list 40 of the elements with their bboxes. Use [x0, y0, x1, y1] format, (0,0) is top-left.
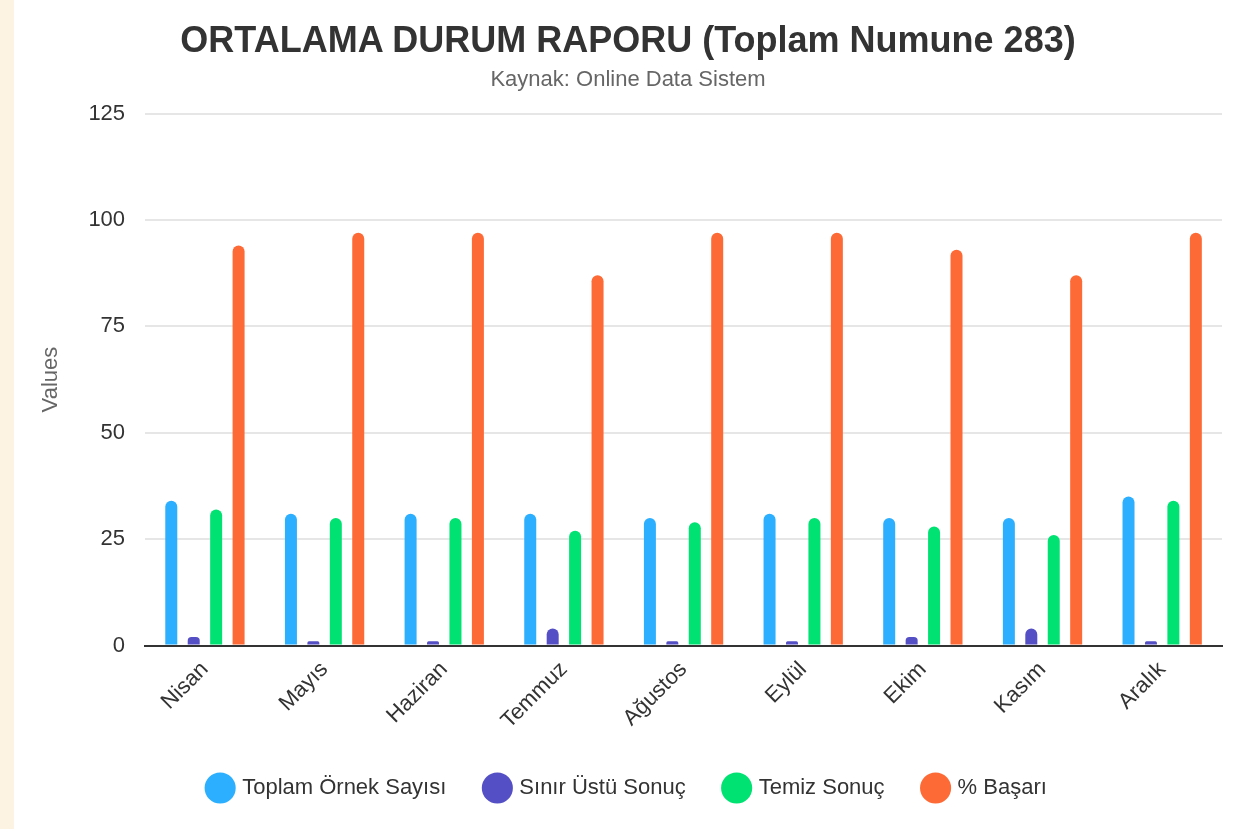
bar: [688, 522, 701, 645]
y-tick-label: 100: [88, 206, 126, 232]
bar: [329, 517, 342, 645]
bar: [830, 232, 843, 645]
bar: [284, 513, 297, 645]
legend-label: Sınır Üstü Sonuç: [519, 774, 686, 800]
bar: [1122, 496, 1135, 645]
legend-label: Toplam Örnek Sayısı: [242, 774, 447, 800]
bar: [352, 232, 365, 645]
bar: [210, 509, 223, 645]
bar: [883, 517, 896, 645]
bar: [1047, 534, 1060, 645]
chart-subtitle: Kaynak: Online Data Sistem: [490, 66, 766, 92]
bar: [1002, 517, 1015, 645]
legend-label: % Başarı: [957, 774, 1047, 800]
y-tick-label: 125: [88, 99, 126, 125]
bar: [1189, 232, 1202, 645]
y-tick-label: 75: [100, 312, 126, 338]
legend-label: Temiz Sonuç: [758, 774, 885, 800]
bar: [928, 526, 941, 645]
bar: [569, 530, 582, 645]
bar: [165, 500, 178, 645]
bar: [591, 275, 604, 645]
bar: [524, 513, 537, 645]
bar: [1070, 275, 1083, 645]
y-tick-label: 50: [100, 418, 126, 444]
y-tick-label: 0: [112, 631, 126, 657]
y-tick-label: 25: [100, 525, 126, 551]
bar: [643, 517, 656, 645]
bar: [950, 249, 963, 645]
bar: [711, 232, 724, 645]
chart-title: ORTALAMA DURUM RAPORU (Toplam Numune 283): [180, 18, 1076, 60]
bar: [449, 517, 462, 645]
bar: [404, 513, 417, 645]
y-axis-title: Values: [37, 346, 63, 413]
bar: [808, 517, 821, 645]
bar: [232, 245, 245, 645]
bar: [471, 232, 484, 645]
bar: [763, 513, 776, 645]
bar: [1167, 500, 1180, 645]
